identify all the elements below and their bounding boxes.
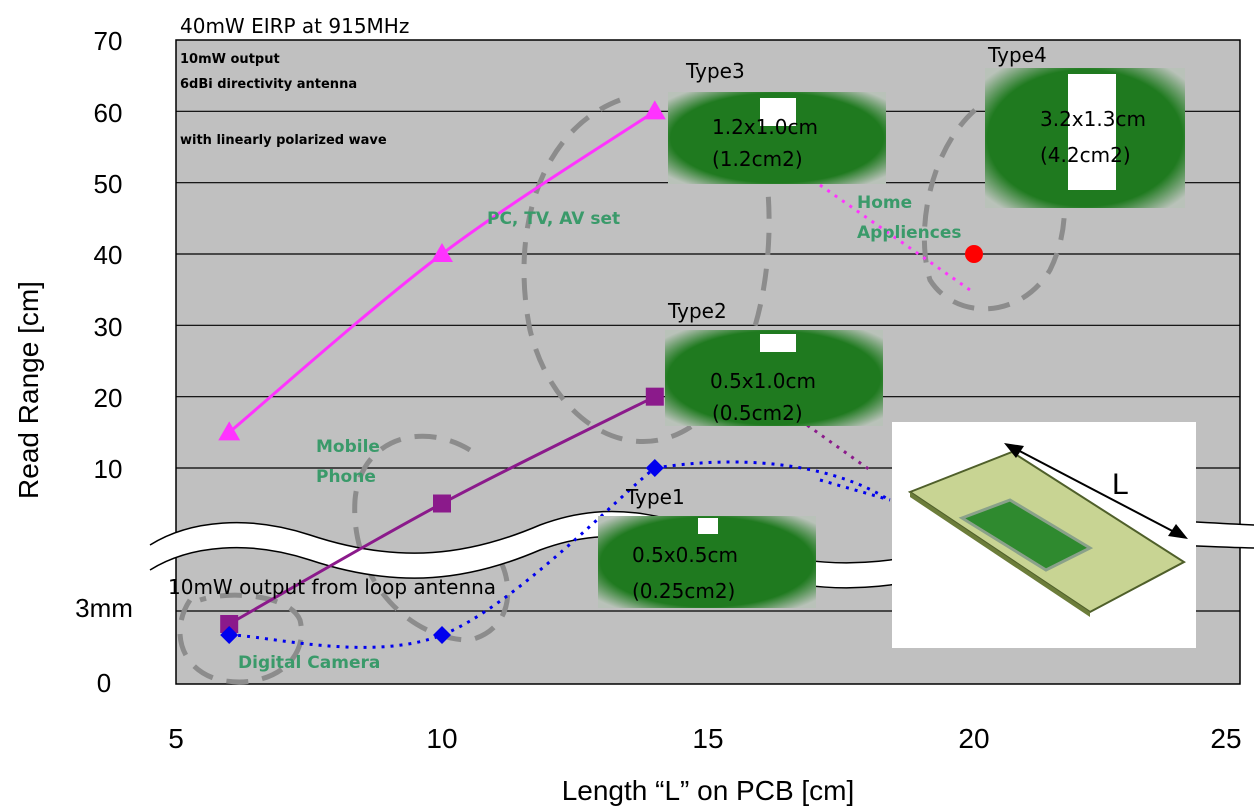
data-point-type3 [218, 421, 241, 441]
data-point-type2 [433, 494, 451, 513]
note-output: 10mW output [180, 52, 280, 67]
region-mobile: Mobile [316, 437, 380, 457]
x-tick-label: 20 [958, 723, 989, 754]
y-tick-label: 40 [94, 240, 123, 270]
connector-lines [799, 183, 971, 502]
connector-type1 [819, 478, 891, 502]
x-axis-label: Length “L” on PCB [cm] [562, 775, 855, 806]
pcb-board-edge [910, 492, 1090, 617]
inset-type4: Type4 3.2x1.3cm (4.2cm2) [985, 43, 1185, 208]
inset-type4-size: 3.2x1.3cm [1040, 107, 1146, 131]
inset-type2-chip [760, 334, 796, 352]
data-point-type2 [220, 615, 239, 633]
inset-type2-area: (0.5cm2) [712, 401, 803, 425]
inset-type1-area: (0.25cm2) [632, 579, 735, 603]
y-tick-label: 10 [94, 454, 123, 484]
y-tick-label: 50 [94, 169, 123, 199]
inset-type3: Type3 1.2x1.0cm (1.2cm2) [668, 59, 886, 184]
data-point-type1 [433, 626, 451, 644]
inset-type3-label: Type3 [685, 59, 745, 83]
inset-type1-size: 0.5x0.5cm [632, 543, 738, 567]
inset-type2: Type2 0.5x1.0cm (0.5cm2) [665, 299, 883, 426]
y-tick-labels: 70 60 50 40 30 20 10 3mm 0 [75, 26, 133, 698]
pcb-length-label: L [1112, 468, 1129, 501]
pcb-dimension-arrow-start [1004, 443, 1024, 458]
pcb-dimension-line [1009, 445, 1183, 537]
region-appliences: Appliences [857, 223, 962, 243]
pcb-illustration: L [892, 422, 1196, 648]
y-tick-label: 60 [94, 98, 123, 128]
region-outline-mobile [352, 433, 511, 643]
note-directivity: 6dBi directivity antenna [180, 77, 357, 92]
x-tick-label: 15 [692, 723, 723, 754]
x-tick-label: 5 [168, 723, 184, 754]
inset-type1-chip [698, 518, 718, 534]
series-line-type1 [229, 466, 656, 649]
inset-type2-label: Type2 [667, 299, 727, 323]
chart-title: 40mW EIRP at 915MHz [180, 14, 409, 38]
note-polarization: with linearly polarized wave [180, 133, 387, 148]
data-point-type1 [645, 459, 664, 477]
connector-type4 [819, 183, 971, 292]
inset-type4-label: Type4 [987, 43, 1047, 67]
data-point-type2 [645, 387, 664, 406]
x-tick-label: 10 [426, 723, 457, 754]
data-point-type4 [965, 245, 983, 263]
region-phone: Phone [316, 467, 376, 487]
x-tick-label: 25 [1210, 723, 1241, 754]
series-layer [218, 100, 983, 649]
y-axis-label: Read Range [cm] [13, 281, 44, 499]
region-pc-tv-av: PC, TV, AV set [487, 209, 620, 229]
y-tick-label: 70 [94, 26, 123, 56]
inset-type2-size: 0.5x1.0cm [710, 369, 816, 393]
inset-type3-area: (1.2cm2) [712, 147, 803, 171]
pcb-dimension-arrow-end [1168, 524, 1188, 539]
inset-type4-chip [1068, 74, 1116, 190]
data-point-type3 [643, 100, 666, 120]
y-tick-label: 0 [97, 668, 111, 698]
inset-type1-label: Type1 [625, 485, 685, 509]
y-tick-label: 20 [94, 383, 123, 413]
inset-type1: Type1 0.5x0.5cm (0.25cm2) [598, 485, 816, 608]
region-digital-camera: Digital Camera [238, 653, 380, 673]
inset-type4-area: (4.2cm2) [1040, 143, 1131, 167]
inset-type3-chip [760, 98, 796, 126]
region-home: Home [857, 193, 912, 213]
x-tick-labels: 5 10 15 20 25 [168, 723, 1241, 754]
inset-type3-size: 1.2x1.0cm [712, 115, 818, 139]
y-tick-label: 3mm [75, 593, 133, 623]
data-point-type3 [431, 243, 453, 262]
region-outline-camera [177, 592, 304, 685]
pcb-antenna-area [958, 498, 1094, 572]
data-point-type1 [220, 626, 239, 644]
series-extension-type1 [654, 460, 887, 500]
y-tick-label: 30 [94, 312, 123, 342]
loop-antenna-note: 10mW output from loop antenna [168, 575, 496, 599]
